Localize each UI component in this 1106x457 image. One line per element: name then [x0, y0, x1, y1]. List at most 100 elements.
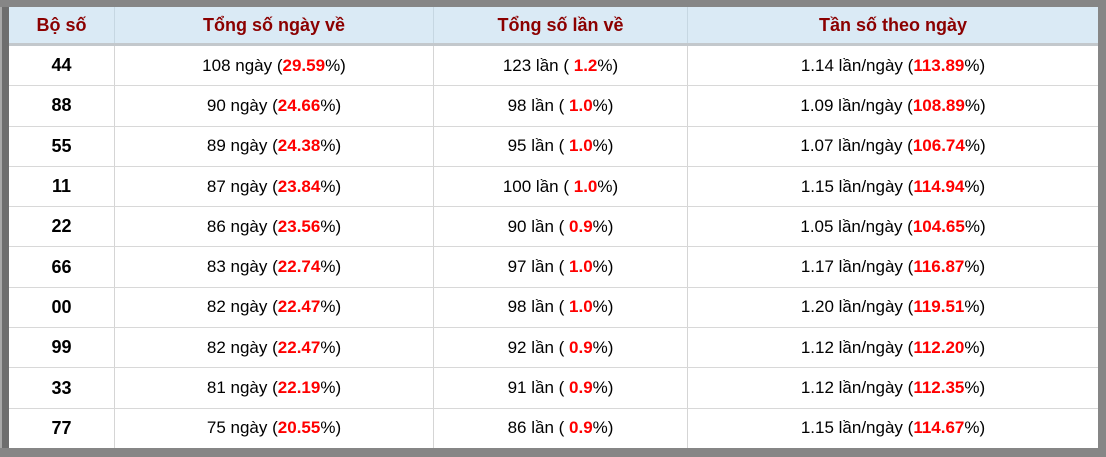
- cell-pair-number: 77: [9, 408, 115, 448]
- cell-text: lần/ngày (: [833, 176, 914, 196]
- cell-text: %): [592, 418, 614, 438]
- table-row: 88 90 ngày (24.66%) 98 lần ( 1.0%) 1.09 lần…: [9, 85, 1098, 126]
- cell-total-times: 92 lần ( 0.9%): [434, 328, 688, 368]
- table-body: 44 108 ngày (29.59%) 123 lần ( 1.2%) 1.14 l…: [9, 46, 1098, 448]
- cell-value-number: 44: [51, 55, 72, 76]
- cell-text: %): [320, 257, 342, 277]
- cell-value-freq_pct: 112.35: [913, 378, 965, 398]
- cell-total-times: 98 lần ( 1.0%): [434, 86, 688, 126]
- cell-text: %): [964, 418, 986, 438]
- cell-pair-number: 66: [9, 247, 115, 287]
- cell-text: %): [320, 378, 342, 398]
- cell-pair-number: 00: [9, 287, 115, 328]
- table-row: 77 75 ngày (20.55%) 86 lần ( 0.9%) 1.15 lần…: [9, 407, 1098, 448]
- cell-frequency-per-day: 1.20 lần/ngày (119.51%): [688, 288, 1098, 327]
- cell-value-number: 00: [51, 296, 72, 317]
- table-row: 11 87 ngày (23.84%) 100 lần ( 1.0%) 1.15 lầ…: [9, 165, 1098, 207]
- cell-text: %): [592, 337, 614, 357]
- cell-value-freq: 1.17: [800, 257, 834, 277]
- cell-value-days_pct: 29.59: [282, 55, 326, 75]
- cell-value-freq_pct: 114.94: [913, 176, 965, 196]
- cell-text: lần/ngày (: [833, 136, 913, 156]
- cell-text: ngày (: [225, 418, 278, 438]
- cell-value-times: 91: [507, 378, 527, 398]
- cell-value-freq: 1.12: [800, 378, 834, 398]
- cell-value-days: 82: [206, 297, 226, 317]
- cell-text: %): [964, 216, 986, 236]
- cell-pair-number: 22: [9, 207, 115, 247]
- cell-text: ngày (: [225, 337, 278, 357]
- cell-value-number: 66: [51, 256, 72, 277]
- cell-value-freq: 1.12: [800, 337, 834, 357]
- cell-value-days_pct: 22.47: [277, 337, 321, 357]
- cell-value-days: 108: [202, 55, 231, 75]
- cell-text: %): [592, 95, 614, 115]
- cell-text: %): [964, 337, 986, 357]
- cell-total-days: 82 ngày (22.47%): [115, 328, 434, 368]
- cell-total-times: 90 lần ( 0.9%): [434, 207, 688, 247]
- cell-value-freq: 1.14: [800, 55, 834, 75]
- cell-text: lần/ngày (: [833, 378, 914, 398]
- cell-text: ngày (: [225, 257, 278, 277]
- lottery-pair-stats-table: Bộ số Tổng số ngày về Tổng số lần về Tần…: [9, 7, 1098, 448]
- cell-value-times: 92: [507, 337, 527, 357]
- cell-value-number: 88: [51, 95, 72, 116]
- cell-text: lần (: [531, 176, 574, 196]
- cell-value-days_pct: 22.47: [277, 297, 321, 317]
- cell-frequency-per-day: 1.17 lần/ngày (116.87%): [688, 247, 1098, 286]
- cell-value-freq: 1.05: [800, 216, 834, 236]
- cell-value-days_pct: 22.74: [277, 257, 321, 277]
- cell-frequency-per-day: 1.12 lần/ngày (112.20%): [688, 328, 1098, 367]
- cell-text: %): [964, 95, 986, 115]
- cell-value-days_pct: 22.19: [277, 378, 321, 398]
- cell-value-freq: 1.15: [800, 176, 834, 196]
- cell-value-freq_pct: 114.67: [913, 418, 965, 438]
- cell-value-freq_pct: 119.51: [913, 297, 965, 317]
- cell-value-times_pct: 0.9: [569, 216, 593, 236]
- table-row: 66 83 ngày (22.74%) 97 lần ( 1.0%) 1.17 lần…: [9, 246, 1098, 287]
- cell-value-times: 98: [507, 297, 527, 317]
- cell-value-days_pct: 23.56: [277, 216, 321, 236]
- cell-frequency-per-day: 1.09 lần/ngày (108.89%): [688, 86, 1098, 125]
- left-frame-edge: [0, 7, 9, 448]
- cell-frequency-per-day: 1.15 lần/ngày (114.67%): [688, 409, 1098, 448]
- cell-text: %): [964, 378, 986, 398]
- cell-value-times_pct: 1.0: [569, 136, 593, 156]
- cell-total-days: 81 ngày (22.19%): [115, 368, 434, 408]
- cell-value-freq_pct: 106.74: [912, 136, 965, 156]
- cell-text: %): [964, 55, 986, 75]
- cell-text: lần (: [526, 95, 570, 115]
- cell-value-times_pct: 0.9: [569, 378, 593, 398]
- cell-text: lần/ngày (: [833, 95, 913, 115]
- cell-value-freq: 1.15: [800, 418, 834, 438]
- cell-pair-number: 88: [9, 86, 115, 126]
- cell-value-number: 55: [51, 135, 72, 156]
- cell-text: %): [964, 257, 986, 277]
- cell-value-number: 11: [51, 176, 72, 197]
- cell-text: lần (: [526, 418, 570, 438]
- cell-text: %): [592, 216, 614, 236]
- cell-total-days: 75 ngày (20.55%): [115, 408, 434, 448]
- cell-value-times: 90: [507, 216, 527, 236]
- cell-value-freq_pct: 116.87: [913, 257, 965, 277]
- cell-value-number: 33: [51, 377, 72, 398]
- cell-text: ngày (: [225, 95, 278, 115]
- column-header-pair-number: Bộ số: [9, 7, 115, 43]
- cell-pair-number: 11: [9, 166, 115, 207]
- table-row: 22 86 ngày (23.56%) 90 lần ( 0.9%) 1.05 lần…: [9, 206, 1098, 247]
- cell-text: lần/ngày (: [833, 297, 914, 317]
- cell-value-number: 77: [51, 417, 72, 438]
- table-header-row: Bộ số Tổng số ngày về Tổng số lần về Tần…: [9, 7, 1098, 46]
- cell-text: %): [320, 297, 342, 317]
- cell-pair-number: 55: [9, 126, 115, 166]
- cell-value-days: 89: [206, 136, 226, 156]
- cell-text: %): [597, 55, 619, 75]
- cell-value-times_pct: 1.0: [573, 176, 598, 196]
- cell-text: %): [592, 297, 614, 317]
- cell-value-days: 82: [206, 337, 226, 357]
- cell-total-days: 90 ngày (24.66%): [115, 86, 434, 126]
- cell-text: %): [320, 136, 342, 156]
- cell-value-times: 123: [502, 55, 532, 75]
- cell-text: %): [320, 176, 342, 196]
